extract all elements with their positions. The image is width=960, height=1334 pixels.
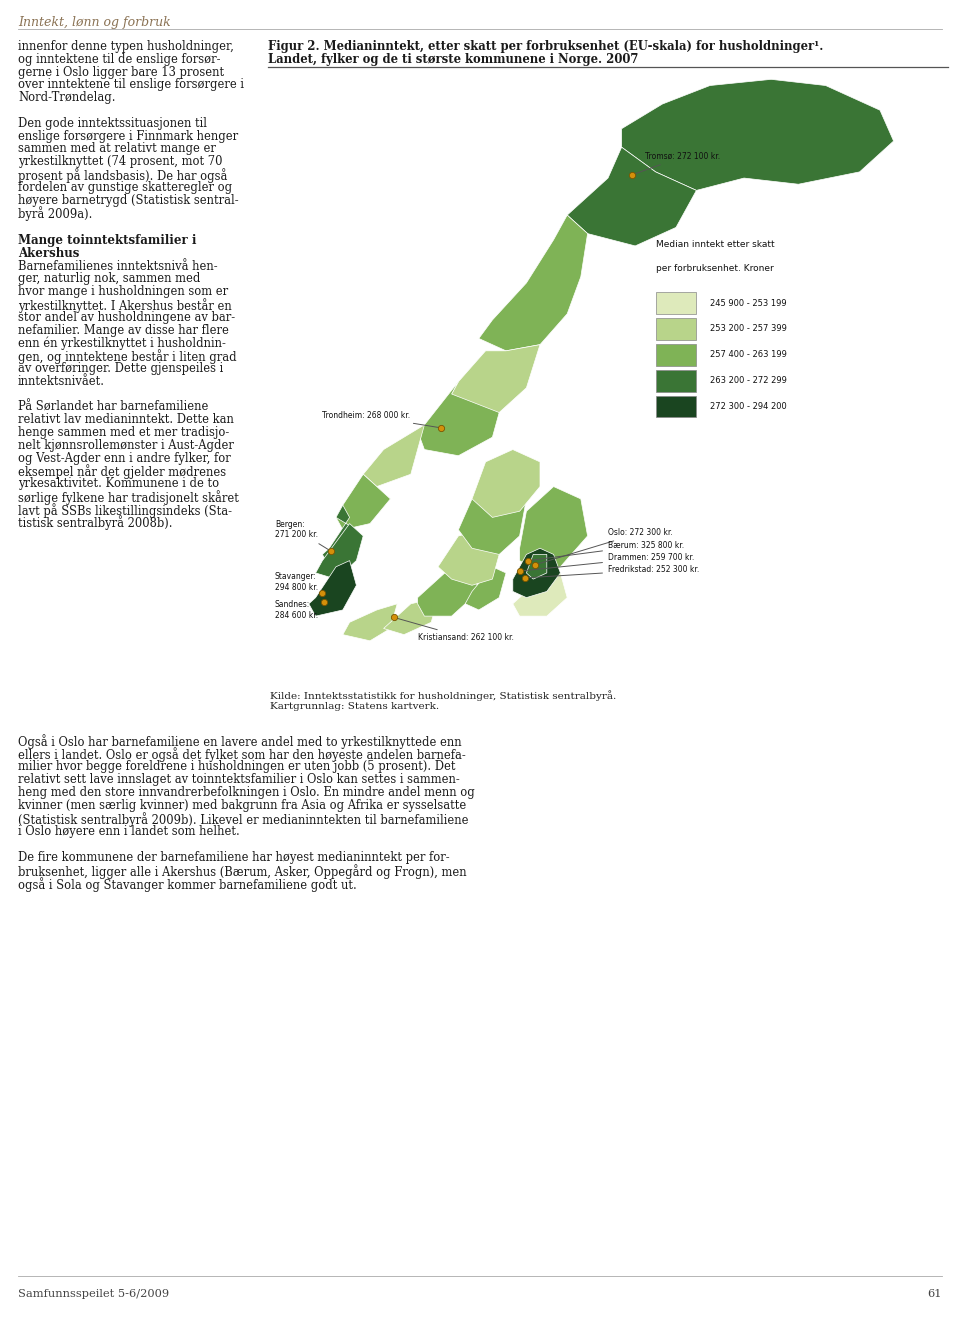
Text: Kilde: Inntektsstatistikk for husholdninger, Statistisk sentralbyrå.
Kartgrunnla: Kilde: Inntektsstatistikk for husholdnin… — [270, 690, 616, 711]
Text: gen, og inntektene består i liten grad: gen, og inntektene består i liten grad — [18, 350, 236, 364]
Polygon shape — [526, 555, 547, 579]
Text: (Statistisk sentralbyrå 2009b). Likevel er medianinntekten til barnefamiliene: (Statistisk sentralbyrå 2009b). Likevel … — [18, 812, 468, 827]
Polygon shape — [384, 598, 438, 635]
Polygon shape — [472, 450, 540, 518]
Polygon shape — [316, 523, 363, 579]
Text: henge sammen med et mer tradisjo-: henge sammen med et mer tradisjo- — [18, 426, 229, 439]
Text: Akershus: Akershus — [18, 247, 80, 260]
Bar — [656, 396, 696, 418]
Text: ger, naturlig nok, sammen med: ger, naturlig nok, sammen med — [18, 272, 201, 285]
Polygon shape — [479, 215, 588, 351]
Bar — [656, 317, 696, 340]
Polygon shape — [466, 567, 506, 610]
Polygon shape — [363, 424, 424, 487]
Polygon shape — [459, 480, 526, 555]
Text: byrå 2009a).: byrå 2009a). — [18, 207, 92, 221]
Text: Landet, fylker og de ti største kommunene i Norge. 2007: Landet, fylker og de ti største kommunen… — [268, 53, 638, 65]
Text: tistisk sentralbyrå 2008b).: tistisk sentralbyrå 2008b). — [18, 516, 173, 531]
Text: Tromsø: 272 100 kr.: Tromsø: 272 100 kr. — [635, 152, 721, 173]
Text: innenfor denne typen husholdninger,: innenfor denne typen husholdninger, — [18, 40, 234, 53]
Text: og Vest-Agder enn i andre fylker, for: og Vest-Agder enn i andre fylker, for — [18, 452, 230, 464]
Text: milier hvor begge foreldrene i husholdningen er uten jobb (5 prosent). Det: milier hvor begge foreldrene i husholdni… — [18, 760, 455, 772]
Text: 245 900 - 253 199: 245 900 - 253 199 — [710, 299, 786, 308]
Text: Figur 2. Medianinntekt, etter skatt per forbruksenhet (EU-skala) for husholdning: Figur 2. Medianinntekt, etter skatt per … — [268, 40, 824, 53]
Text: enn én yrkestilknyttet i husholdnin-: enn én yrkestilknyttet i husholdnin- — [18, 336, 226, 350]
Text: Drammen: 259 700 kr.: Drammen: 259 700 kr. — [522, 554, 694, 571]
Text: På Sørlandet har barnefamiliene: På Sørlandet har barnefamiliene — [18, 400, 208, 414]
Text: også i Sola og Stavanger kommer barnefamiliene godt ut.: også i Sola og Stavanger kommer barnefam… — [18, 876, 357, 892]
Text: ellers i landet. Oslo er også det fylket som har den høyeste andelen barnefa-: ellers i landet. Oslo er også det fylket… — [18, 747, 466, 762]
Text: Bergen:
271 200 kr.: Bergen: 271 200 kr. — [275, 520, 329, 550]
Text: Oslo: 272 300 kr.: Oslo: 272 300 kr. — [538, 528, 673, 564]
Text: 257 400 - 263 199: 257 400 - 263 199 — [710, 351, 787, 359]
Polygon shape — [513, 548, 561, 598]
Text: Mange toinntektsfamilier i: Mange toinntektsfamilier i — [18, 233, 197, 247]
Polygon shape — [418, 567, 479, 616]
Text: høyere barnetrygd (Statistisk sentral-: høyere barnetrygd (Statistisk sentral- — [18, 193, 239, 207]
Text: yrkesaktivitet. Kommunene i de to: yrkesaktivitet. Kommunene i de to — [18, 478, 219, 490]
Text: kvinner (men særlig kvinner) med bakgrunn fra Asia og Afrika er sysselsatte: kvinner (men særlig kvinner) med bakgrun… — [18, 799, 467, 812]
Polygon shape — [336, 474, 391, 530]
Text: Samfunnsspeilet 5-6/2009: Samfunnsspeilet 5-6/2009 — [18, 1289, 169, 1299]
Text: Fredrikstad: 252 300 kr.: Fredrikstad: 252 300 kr. — [528, 566, 699, 578]
Text: Sandnes:
284 600 kr.: Sandnes: 284 600 kr. — [275, 600, 324, 620]
Text: Nord-Trøndelag.: Nord-Trøndelag. — [18, 91, 115, 104]
Text: per forbruksenhet. Kroner: per forbruksenhet. Kroner — [656, 264, 774, 273]
Text: Median inntekt etter skatt: Median inntekt etter skatt — [656, 240, 774, 248]
Polygon shape — [438, 530, 499, 586]
Text: og inntektene til de enslige forsør-: og inntektene til de enslige forsør- — [18, 53, 221, 65]
Text: fordelen av gunstige skatteregler og: fordelen av gunstige skatteregler og — [18, 181, 232, 193]
Text: 253 200 - 257 399: 253 200 - 257 399 — [710, 324, 787, 334]
Text: Barnefamilienes inntektsnivå hen-: Barnefamilienes inntektsnivå hen- — [18, 260, 218, 272]
Text: relativt lav medianinntekt. Dette kan: relativt lav medianinntekt. Dette kan — [18, 414, 234, 426]
Text: stor andel av husholdningene av bar-: stor andel av husholdningene av bar- — [18, 311, 235, 324]
Text: heng med den store innvandrerbefolkningen i Oslo. En mindre andel menn og: heng med den store innvandrerbefolkninge… — [18, 786, 475, 799]
Text: Den gode inntektssituasjonen til: Den gode inntektssituasjonen til — [18, 117, 207, 129]
Text: inntektsnivået.: inntektsnivået. — [18, 375, 105, 388]
Text: Stavanger:
294 800 kr.: Stavanger: 294 800 kr. — [275, 572, 323, 592]
Text: De fire kommunene der barnefamiliene har høyest medianinntekt per for-: De fire kommunene der barnefamiliene har… — [18, 851, 449, 864]
Bar — [656, 370, 696, 392]
Text: gerne i Oslo ligger bare 13 prosent: gerne i Oslo ligger bare 13 prosent — [18, 65, 224, 79]
Text: sammen med at relativt mange er: sammen med at relativt mange er — [18, 143, 216, 155]
Text: 272 300 - 294 200: 272 300 - 294 200 — [710, 402, 787, 411]
Polygon shape — [309, 560, 356, 616]
Bar — [656, 292, 696, 313]
Text: yrkestilknyttet. I Akershus består en: yrkestilknyttet. I Akershus består en — [18, 297, 231, 313]
Text: sørlige fylkene har tradisjonelt skåret: sørlige fylkene har tradisjonelt skåret — [18, 490, 239, 504]
Polygon shape — [519, 487, 588, 572]
Text: relativt sett lave innslaget av toinntektsfamilier i Oslo kan settes i sammen-: relativt sett lave innslaget av toinntek… — [18, 772, 460, 786]
Text: Inntekt, lønn og forbruk: Inntekt, lønn og forbruk — [18, 16, 171, 29]
Text: 61: 61 — [927, 1289, 942, 1299]
Text: prosent på landsbasis). De har også: prosent på landsbasis). De har også — [18, 168, 228, 183]
Polygon shape — [451, 344, 540, 412]
Text: nelt kjønnsrollemønster i Aust-Agder: nelt kjønnsrollemønster i Aust-Agder — [18, 439, 234, 452]
Text: lavt på SSBs likestillingsindeks (Sta-: lavt på SSBs likestillingsindeks (Sta- — [18, 503, 232, 518]
Text: Kristiansand: 262 100 kr.: Kristiansand: 262 100 kr. — [396, 618, 514, 642]
Text: Trondheim: 268 000 kr.: Trondheim: 268 000 kr. — [323, 411, 439, 427]
Text: av overføringer. Dette gjenspeiles i: av overføringer. Dette gjenspeiles i — [18, 362, 224, 375]
Text: enslige forsørgere i Finnmark henger: enslige forsørgere i Finnmark henger — [18, 129, 238, 143]
Text: over inntektene til enslige forsørgere i: over inntektene til enslige forsørgere i — [18, 79, 244, 92]
Polygon shape — [513, 572, 567, 616]
Polygon shape — [418, 382, 499, 456]
Text: Også i Oslo har barnefamiliene en lavere andel med to yrkestilknyttede enn: Også i Oslo har barnefamiliene en lavere… — [18, 734, 462, 748]
Polygon shape — [343, 604, 397, 640]
Text: yrkestilknyttet (74 prosent, mot 70: yrkestilknyttet (74 prosent, mot 70 — [18, 155, 223, 168]
Text: hvor mange i husholdningen som er: hvor mange i husholdningen som er — [18, 285, 228, 299]
Text: 263 200 - 272 299: 263 200 - 272 299 — [710, 376, 787, 386]
Text: i Oslo høyere enn i landet som helhet.: i Oslo høyere enn i landet som helhet. — [18, 824, 240, 838]
Text: eksempel når det gjelder mødrenes: eksempel når det gjelder mødrenes — [18, 464, 227, 479]
Bar — [656, 344, 696, 366]
Text: nefamilier. Mange av disse har flere: nefamilier. Mange av disse har flere — [18, 324, 228, 336]
Polygon shape — [323, 506, 356, 567]
Text: bruksenhet, ligger alle i Akershus (Bærum, Asker, Oppegård og Frogn), men: bruksenhet, ligger alle i Akershus (Bæru… — [18, 864, 467, 879]
Polygon shape — [567, 147, 696, 245]
Polygon shape — [622, 79, 894, 191]
Text: Bærum: 325 800 kr.: Bærum: 325 800 kr. — [531, 540, 684, 560]
